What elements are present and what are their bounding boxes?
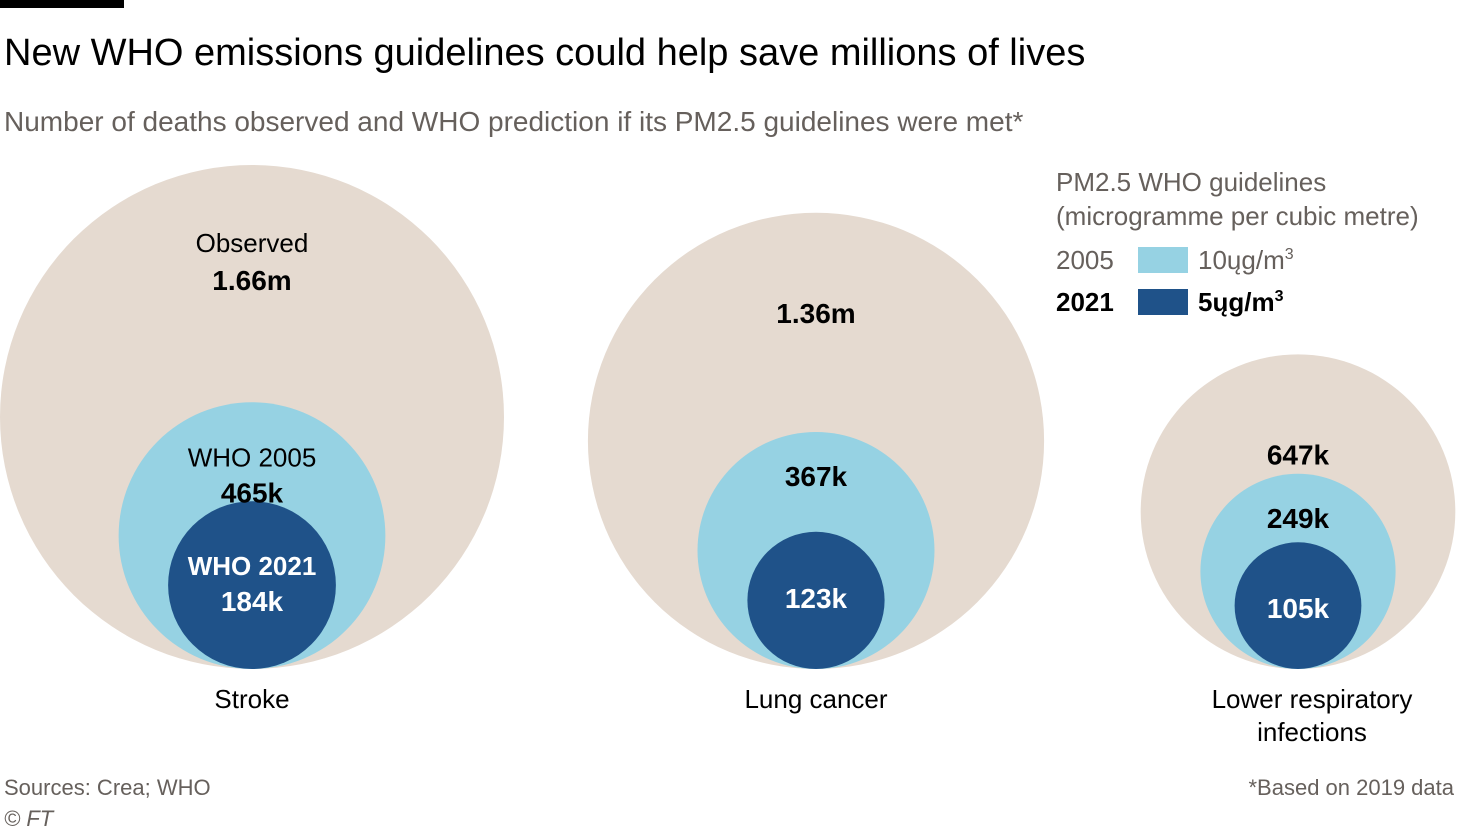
observed-series-label: Observed (196, 228, 309, 258)
legend-title: PM2.5 WHO guidelines (microgramme per cu… (1056, 165, 1419, 233)
observed-value-label: 647k (1267, 439, 1330, 470)
footnote: *Based on 2019 data (1248, 775, 1454, 800)
legend-title-line2: (microgramme per cubic metre) (1056, 201, 1419, 231)
category-label: Stroke (214, 684, 289, 714)
who2021-bubble (168, 501, 336, 669)
who2005-value-label: 249k (1267, 503, 1330, 534)
category-label: Lung cancer (744, 684, 887, 714)
legend-item-2021: 2021 5ųg/m3 (1056, 285, 1283, 319)
category-label: Lower respiratory (1212, 684, 1413, 714)
who2005-value-label: 367k (785, 461, 848, 492)
who2021-series-label: WHO 2021 (188, 551, 317, 581)
who2005-series-label: WHO 2005 (188, 442, 317, 472)
legend-year: 2005 (1056, 244, 1114, 275)
top-rule (0, 0, 124, 8)
legend-swatch (1138, 289, 1188, 315)
who2021-value-label: 105k (1267, 593, 1330, 624)
legend-value: 10ųg/m3 (1198, 244, 1294, 275)
chart-subtitle: Number of deaths observed and WHO predic… (4, 106, 1024, 137)
legend-title-line1: PM2.5 WHO guidelines (1056, 167, 1327, 197)
who2021-bubble (747, 531, 885, 669)
legend-value: 5ųg/m3 (1198, 286, 1284, 317)
who2005-value-label: 465k (221, 477, 284, 508)
who2021-value-label: 123k (785, 583, 848, 614)
who2021-bubble (1234, 542, 1362, 670)
source-note: Sources: Crea; WHO (4, 775, 211, 800)
observed-value-label: 1.36m (776, 298, 855, 329)
who2021-value-label: 184k (221, 586, 284, 617)
chart-title: New WHO emissions guidelines could help … (4, 32, 1086, 74)
observed-value-label: 1.66m (212, 265, 291, 296)
copyright: © FT (4, 806, 54, 831)
category-label: infections (1257, 717, 1367, 747)
legend-swatch (1138, 247, 1188, 273)
legend-year: 2021 (1056, 286, 1114, 317)
legend-item-2005: 2005 10ųg/m3 (1056, 243, 1294, 277)
